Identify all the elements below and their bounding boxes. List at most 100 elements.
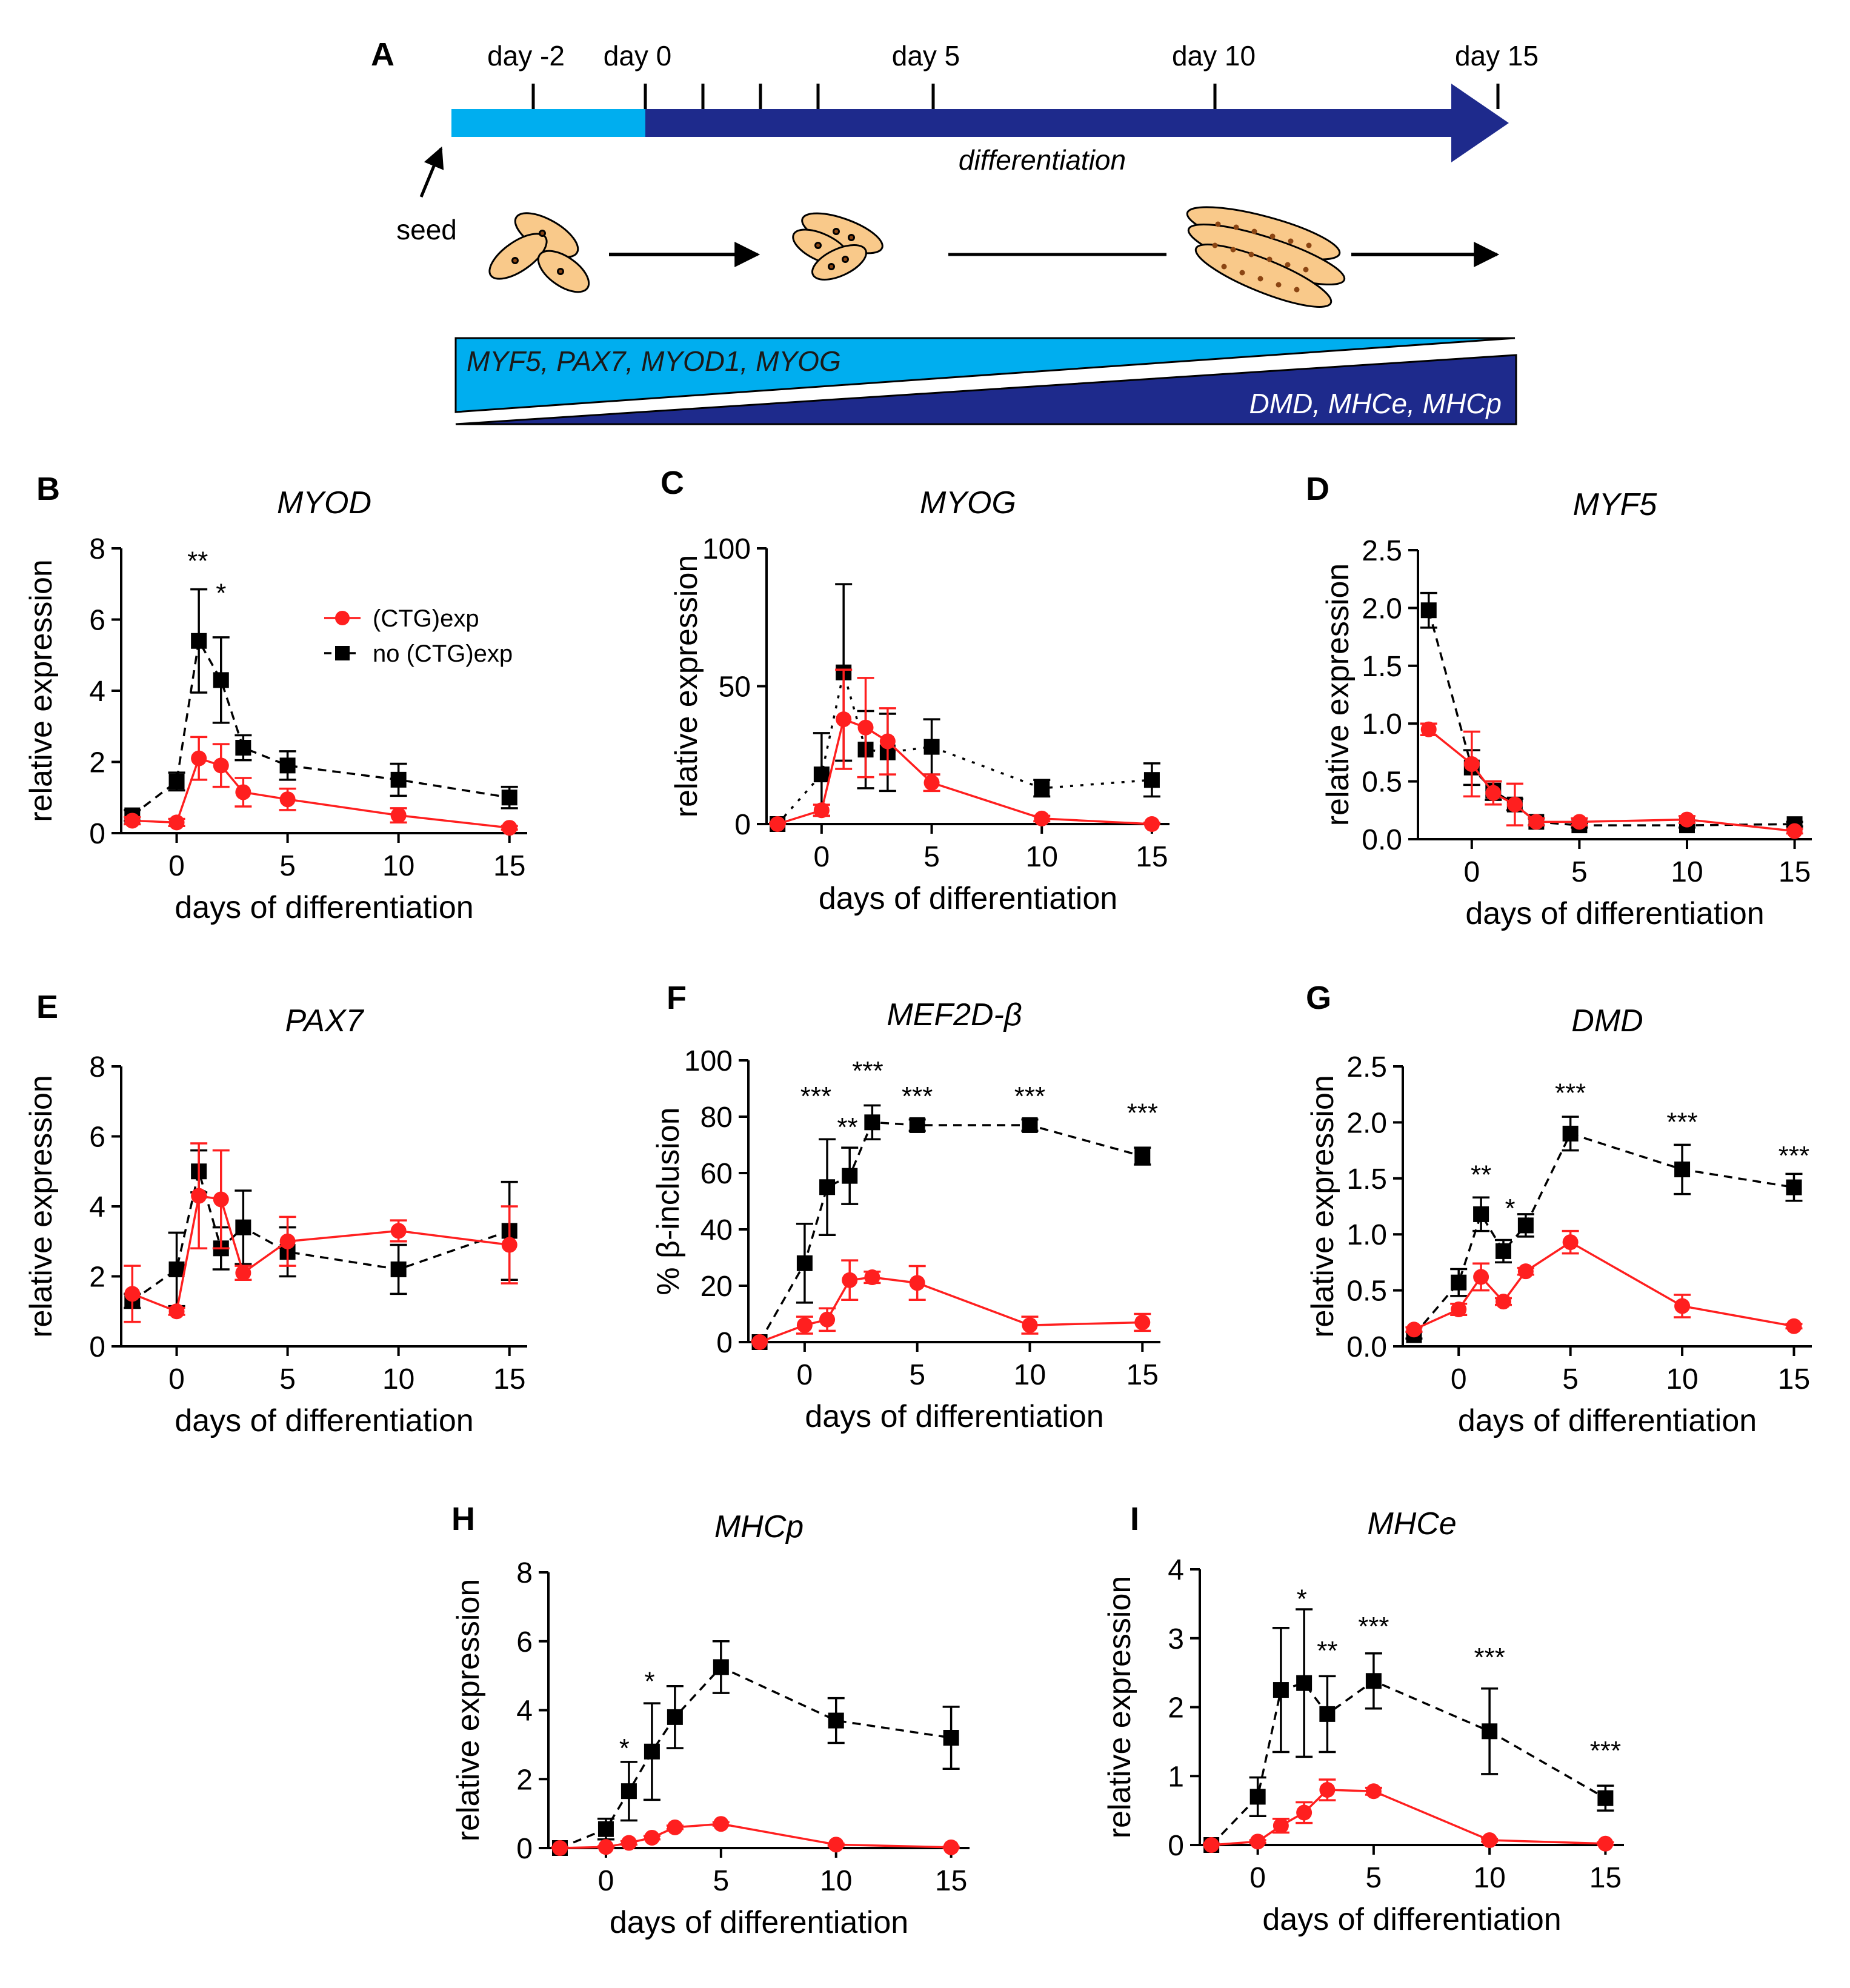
series-line: [131, 1171, 510, 1302]
x-tick-label: 15: [1778, 856, 1811, 888]
series-no-ctg-exp: [1203, 1608, 1614, 1853]
data-point-circle: [1143, 816, 1160, 832]
chart-title: MHCe: [1367, 1506, 1456, 1541]
data-point-circle: [279, 1233, 296, 1249]
y-axis-label: relative expression: [451, 1579, 486, 1842]
data-point-circle: [168, 814, 185, 831]
series-line: [777, 717, 1153, 825]
x-tick-label: 0: [168, 850, 185, 882]
y-tick-label: 0: [516, 1833, 533, 1865]
series-line: [1428, 610, 1795, 826]
x-tick-label: 10: [1473, 1862, 1505, 1894]
data-point-circle: [1482, 1832, 1498, 1849]
data-point-square: [819, 1179, 836, 1195]
x-tick-label: 10: [1014, 1359, 1046, 1391]
series-ctg-exp: [1203, 1778, 1614, 1853]
data-point-square: [168, 1261, 185, 1277]
y-tick-label: 0: [1168, 1830, 1184, 1862]
y-tick-label: 4: [1168, 1554, 1184, 1586]
chart-panel-d: D MYF5 0.0 0.5 1.0 1.5 2.0 2.5 0 5 10 15 days of dif…: [1306, 471, 1812, 931]
data-point-square: [191, 633, 207, 649]
data-point-circle: [1365, 1783, 1382, 1800]
data-point-square: [828, 1712, 844, 1729]
data-point-circle: [751, 1334, 768, 1350]
x-tick-label: 15: [935, 1865, 967, 1897]
data-point-circle: [1506, 796, 1523, 813]
chart-panel-h: H MHCp 0 2 4 6 8 0 5 10 15 days of differentiation r…: [451, 1501, 970, 1940]
data-point-circle: [1485, 785, 1502, 801]
timeline-differentiation-bar: [645, 109, 1454, 137]
y-tick-label: 0: [734, 809, 751, 841]
data-point-square: [1597, 1790, 1614, 1806]
data-point-circle: [1562, 1234, 1579, 1251]
data-point-square: [1022, 1117, 1038, 1133]
y-tick-label: 0.5: [1346, 1275, 1387, 1308]
x-tick-label: 10: [820, 1865, 852, 1897]
data-point-square: [279, 757, 296, 774]
data-point-circle: [1528, 814, 1545, 830]
chart-title: MYOD: [277, 485, 371, 520]
data-point-square: [1495, 1243, 1511, 1259]
y-tick-label: 2.5: [1362, 535, 1402, 567]
x-tick-label: 5: [279, 1363, 296, 1395]
y-tick-label: 4: [516, 1695, 533, 1727]
data-point-circle: [770, 816, 786, 832]
data-point-circle: [1249, 1833, 1266, 1850]
panel-letter-g: G: [1306, 980, 1331, 1016]
timeline-label-day-minus-2: day -2: [487, 40, 565, 71]
x-tick-label: 0: [168, 1363, 185, 1395]
significance-annotation: ***: [800, 1082, 831, 1111]
significance-annotation: ***: [1590, 1736, 1621, 1766]
panel-a-schematic: A day -2 day 0 day 5 day 10 day 15 diffe…: [371, 36, 1539, 425]
x-axis-label: days of differentiation: [1465, 896, 1764, 931]
data-point-circle: [191, 1188, 207, 1204]
y-axis-label: relative expression: [24, 559, 59, 822]
series-no-ctg-exp: [551, 1640, 960, 1856]
significance-annotation: ***: [1555, 1079, 1586, 1108]
data-point-square: [1473, 1206, 1489, 1222]
x-axis-label: days of differentiation: [175, 1403, 473, 1438]
data-point-square: [1249, 1789, 1266, 1805]
data-point-circle: [828, 1837, 844, 1853]
data-point-circle: [667, 1819, 683, 1835]
legend-marker-noexp: [335, 646, 350, 660]
legend-label-exp: (CTG)exp: [373, 605, 479, 632]
x-axis-label: days of differentiation: [1458, 1403, 1757, 1438]
y-axis-label: relative expression: [1320, 563, 1356, 826]
data-point-square: [796, 1255, 813, 1271]
y-tick-label: 3: [1168, 1623, 1184, 1655]
y-tick-label: 60: [700, 1158, 733, 1190]
chart-panel-b: B MYOD 0 2 4 6 8 0 5 10 15 days of differentiation r…: [24, 471, 527, 925]
myotubes-icon: [1186, 206, 1346, 308]
timeline-label-day-15: day 15: [1455, 40, 1539, 71]
data-point-circle: [857, 719, 874, 736]
significance-annotation: **: [187, 547, 208, 576]
chart-panel-g: G DMD 0.0 0.5 1.0 1.5 2.0 2.5 0 5 10 15 days of diff…: [1305, 980, 1812, 1438]
data-point-circle: [842, 1272, 858, 1288]
series-ctg-exp: [751, 1259, 1151, 1350]
data-point-circle: [923, 774, 940, 791]
series-no-ctg-exp: [751, 1104, 1151, 1350]
aligning-myocytes-icon: [792, 212, 883, 281]
data-point-square: [644, 1743, 660, 1760]
data-point-circle: [621, 1835, 637, 1851]
y-tick-label: 4: [89, 676, 105, 708]
data-point-square: [667, 1709, 683, 1725]
y-tick-label: 2.0: [1346, 1107, 1387, 1139]
series-line: [559, 1823, 951, 1849]
significance-annotation: ***: [902, 1082, 933, 1111]
x-tick-label: 10: [1671, 856, 1703, 888]
data-point-circle: [879, 733, 896, 750]
x-tick-label: 10: [1026, 841, 1058, 873]
panel-letter-b: B: [36, 471, 60, 507]
chart-title: MYF5: [1573, 487, 1658, 522]
data-point-circle: [501, 820, 517, 836]
chart-panel-f: F MEF2D-β 0 20 40 60 80 100 0 5 10 15 days of differ…: [651, 980, 1160, 1434]
y-tick-label: 2: [1168, 1692, 1184, 1724]
data-point-square: [390, 771, 407, 788]
data-point-circle: [1473, 1269, 1489, 1285]
legend: (CTG)exp no (CTG)exp: [324, 605, 513, 667]
x-tick-label: 0: [813, 841, 830, 873]
series-no-ctg-exp: [769, 583, 1160, 832]
